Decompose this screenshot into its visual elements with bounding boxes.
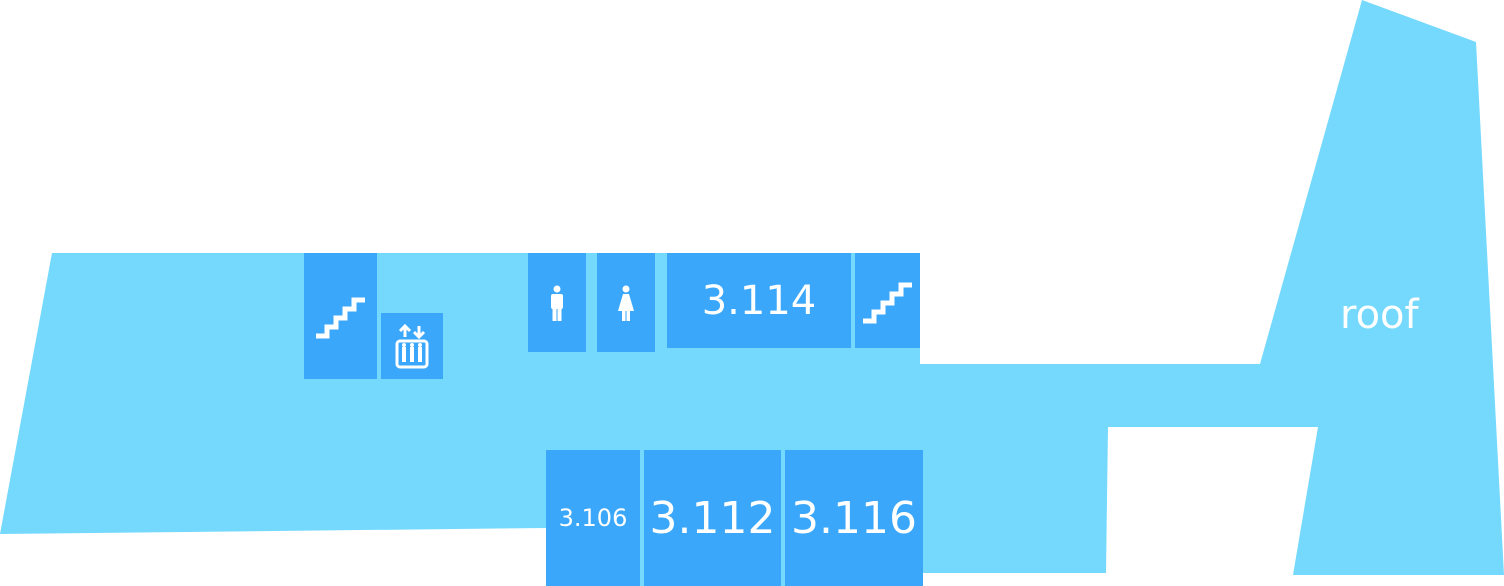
womens-restroom[interactable]: [597, 253, 655, 352]
room-label-3-116: 3.116: [791, 492, 917, 544]
room-3-106[interactable]: 3.106: [546, 450, 640, 586]
room-label-3-112: 3.112: [649, 492, 776, 544]
stairs-icon: [315, 297, 365, 339]
roof-label: roof: [1340, 292, 1419, 338]
room-3-114[interactable]: 3.114: [667, 253, 851, 348]
room-label-3-114: 3.114: [701, 277, 817, 324]
elevator[interactable]: [381, 313, 443, 379]
mens-restroom-icon: [551, 285, 563, 321]
elevator-icon: [395, 323, 429, 369]
womens-restroom-icon: [618, 285, 634, 321]
stairs-left[interactable]: [304, 253, 377, 379]
room-3-112[interactable]: 3.112: [644, 450, 781, 586]
mens-restroom[interactable]: [528, 253, 586, 352]
room-label-3-106: 3.106: [558, 504, 628, 532]
stairs-right[interactable]: [855, 253, 920, 348]
stairs-icon: [862, 282, 912, 323]
room-3-116[interactable]: 3.116: [785, 450, 923, 586]
